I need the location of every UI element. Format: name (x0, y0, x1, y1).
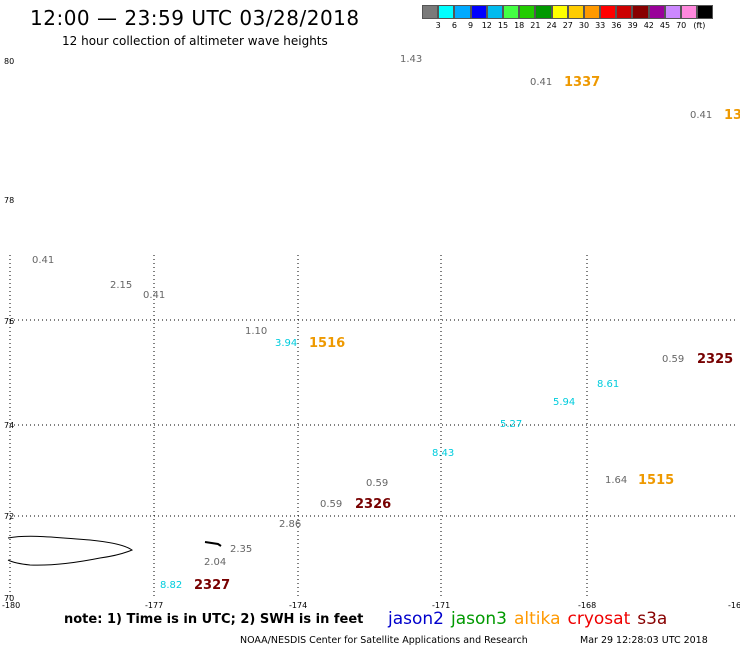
legend-swatch-8 (551, 5, 568, 19)
legend-swatch-14 (648, 5, 665, 19)
wave-height-label: 0.41 (143, 290, 166, 301)
lon-label: -16 (728, 601, 740, 610)
legend-swatch-3 (470, 5, 487, 19)
legend-label: 45 (659, 21, 671, 30)
legend-swatch-9 (567, 5, 584, 19)
wave-height-label: 2.86 (279, 519, 302, 530)
satellite-jason3: jason3 (451, 609, 507, 629)
legend-swatch-16 (681, 5, 698, 19)
wave-height-label: 0.59 (662, 354, 685, 365)
legend-label: 21 (530, 21, 541, 30)
legend-swatch-0 (422, 5, 439, 19)
wave-height-label: 1.43 (400, 54, 423, 65)
legend-label: 3 (435, 21, 441, 30)
satellite-s3a: s3a (637, 609, 668, 629)
footer-note: note: 1) Time is in UTC; 2) SWH is in fe… (64, 612, 364, 627)
wave-height-label: 8.43 (432, 448, 455, 459)
wave-height-label: 2.15 (110, 280, 133, 291)
lat-label: 76 (4, 317, 15, 326)
color-legend-labels: 3 6 9 12 15 18 21 24 27 30 33 36 39 42 45 70 (ft) (422, 21, 740, 33)
legend-swatch-7 (535, 5, 552, 19)
legend-label: (ft) (693, 21, 706, 30)
wave-height-label: 0.41 (32, 255, 55, 266)
lon-label: -180 (2, 601, 21, 610)
legend-label: 39 (627, 21, 638, 30)
legend-swatch-13 (632, 5, 649, 19)
wave-height-label: 2.04 (204, 557, 227, 568)
lon-label: -174 (289, 601, 308, 610)
legend-swatch-5 (502, 5, 520, 19)
lon-label: -171 (432, 601, 451, 610)
legend-swatch-12 (616, 5, 633, 19)
legend-label: 15 (497, 21, 509, 30)
legend-swatch-17 (697, 5, 714, 19)
lat-label: 72 (4, 512, 15, 521)
coastline-island (204, 541, 222, 547)
satellite-legend: jason2 jason3 altika cryosat s3a (388, 609, 674, 629)
legend-label: 12 (481, 21, 492, 30)
pass-time-label: 13 (724, 108, 740, 123)
pass-time-label: 1516 (309, 336, 346, 351)
legend-swatch-15 (664, 5, 681, 19)
wave-height-label: 2.35 (230, 544, 253, 555)
legend-label: 24 (546, 21, 557, 30)
lon-label: -168 (578, 601, 597, 610)
color-legend (422, 5, 714, 19)
legend-swatch-1 (438, 5, 455, 19)
coastline-landmass (7, 535, 134, 566)
legend-swatch-6 (519, 5, 536, 19)
legend-label: 70 (676, 21, 687, 30)
satellite-cryosat: cryosat (567, 609, 631, 629)
wave-height-label: 0.41 (530, 77, 553, 88)
lat-label: 74 (4, 421, 15, 430)
wave-height-label: 0.41 (690, 110, 713, 121)
legend-swatch-11 (600, 5, 617, 19)
lon-label: -177 (145, 601, 164, 610)
legend-label: 6 (451, 21, 457, 30)
legend-label: 27 (562, 21, 573, 30)
page-title: 12:00 — 23:59 UTC 03/28/2018 (30, 6, 360, 30)
satellite-altika: altika (514, 609, 561, 629)
legend-label: 18 (514, 21, 525, 30)
legend-label: 30 (578, 21, 590, 30)
wave-height-label: 5.27 (500, 419, 523, 430)
page-subtitle: 12 hour collection of altimeter wave hei… (62, 34, 328, 48)
wave-height-label: 1.10 (245, 326, 268, 337)
credit-text: NOAA/NESDIS Center for Satellite Applica… (240, 635, 528, 646)
pass-time-label: 2327 (194, 578, 231, 593)
wave-height-label: 3.94 (275, 338, 298, 349)
lat-label: 80 (4, 57, 15, 66)
wave-height-label: 8.61 (597, 379, 620, 390)
pass-time-label: 1337 (564, 75, 601, 90)
satellite-jason2: jason2 (388, 609, 444, 629)
legend-swatch-4 (486, 5, 503, 19)
pass-time-label: 1515 (638, 473, 675, 488)
legend-label: 9 (468, 21, 474, 30)
legend-swatch-10 (583, 5, 601, 19)
legend-swatch-2 (454, 5, 471, 19)
wave-height-label: 8.82 (160, 580, 183, 591)
wave-height-label: 0.59 (366, 478, 389, 489)
wave-height-label: 0.59 (320, 499, 343, 510)
legend-label: 36 (611, 21, 622, 30)
lat-label: 78 (4, 196, 15, 205)
legend-label: 33 (595, 21, 606, 30)
generated-timestamp: Mar 29 12:28:03 UTC 2018 (580, 635, 708, 646)
wave-height-label: 5.94 (553, 397, 576, 408)
lat-label: 70 (4, 594, 15, 603)
wave-height-label: 1.64 (605, 475, 628, 486)
pass-time-label: 2325 (697, 352, 734, 367)
pass-time-label: 2326 (355, 497, 392, 512)
legend-label: 42 (643, 21, 654, 30)
